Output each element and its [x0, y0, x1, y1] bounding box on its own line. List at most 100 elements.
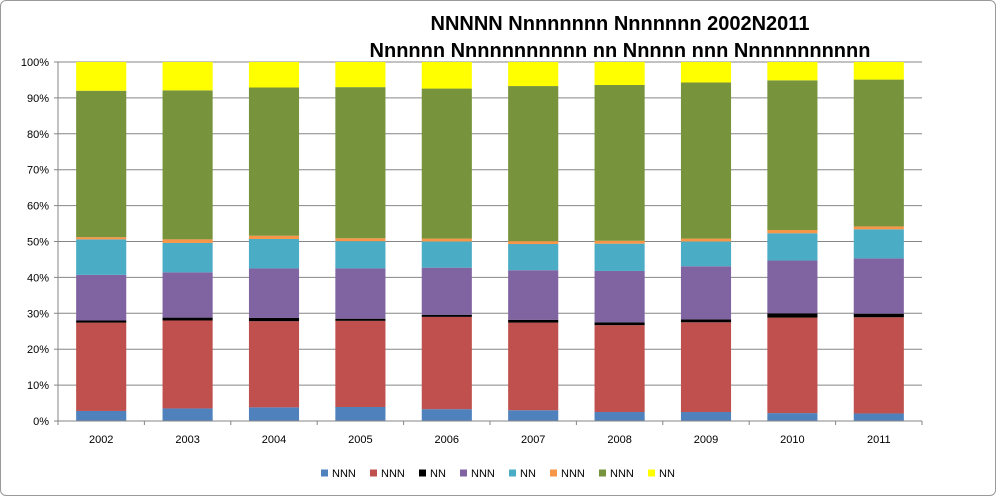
bar-segment [76, 320, 127, 323]
legend-label: NN [520, 468, 536, 480]
bar-segment [594, 270, 645, 323]
bar-segment [335, 238, 386, 242]
bar-segment [680, 238, 732, 242]
chart-title: NNNNN Nnnnnnnn Nnnnnnn 2002N2011 [431, 13, 810, 35]
bar-segment [248, 62, 300, 88]
legend-swatch [648, 469, 655, 477]
bar-segment [508, 319, 559, 323]
legend-swatch [599, 469, 606, 477]
bar-segment [335, 318, 386, 321]
bar-segment [508, 270, 559, 320]
bar-segment [76, 239, 127, 275]
bar-segment [767, 313, 818, 318]
bar-segment [162, 272, 213, 318]
bar-segment [767, 62, 818, 81]
bar-segment [76, 274, 127, 321]
legend-label: NN [659, 468, 675, 480]
legend-swatch [509, 469, 516, 477]
bar-segment [767, 80, 818, 231]
x-tick-label: 2008 [607, 434, 631, 446]
legend-label: NNN [471, 468, 495, 480]
bar-segment [421, 62, 472, 89]
bar-segment [767, 233, 818, 261]
bar-segment [853, 258, 904, 314]
bar-segment [248, 238, 300, 269]
bar-segment [162, 242, 213, 273]
bar-segment [594, 62, 645, 85]
bar-segment [594, 322, 645, 326]
x-tick-label: 2009 [694, 434, 718, 446]
bar-segment [162, 317, 213, 321]
x-tick-label: 2004 [262, 434, 286, 446]
axes: 0% 10% 20% 30% 40% 50% 60% 70% 80% 90% 100% 2002 200… [21, 57, 923, 446]
bar-segment [680, 266, 732, 320]
bar-segment [76, 237, 127, 240]
bar-segment [421, 241, 472, 268]
bar-segment [853, 313, 904, 318]
bar-segment [162, 90, 213, 240]
bar-segment [508, 62, 559, 87]
x-tick-label: 2010 [780, 434, 804, 446]
bar-segment [680, 241, 732, 267]
y-tick-label: 20% [27, 344, 49, 356]
bar-segment [680, 62, 732, 83]
y-tick-label: 40% [27, 272, 49, 284]
bar-segment [421, 409, 472, 421]
bar-segment [421, 267, 472, 315]
bar-segment [853, 317, 904, 414]
bar-segment [767, 230, 818, 234]
legend-label: NNN [561, 468, 585, 480]
bar-segment [767, 317, 818, 414]
bars [76, 62, 904, 421]
bar-segment [853, 229, 904, 259]
bar-segment [680, 82, 732, 239]
bar-segment [767, 413, 818, 421]
bar-segment [76, 62, 127, 91]
bar-segment [76, 322, 127, 411]
x-tick-label: 2007 [521, 434, 545, 446]
chart-subtitle: Nnnnnn Nnnnnnnnnnn nn Nnnnn nnn Nnnnnnnn… [370, 40, 871, 62]
y-tick-label: 50% [27, 237, 49, 249]
x-tick-label: 2006 [435, 434, 459, 446]
bar-segment [162, 239, 213, 243]
bar-segment [335, 62, 386, 88]
bar-segment [421, 314, 472, 317]
x-tick-label: 2003 [175, 434, 199, 446]
bar-segment [76, 90, 127, 238]
legend-swatch [550, 469, 557, 477]
bar-segment [853, 413, 904, 421]
bar-segment [767, 260, 818, 314]
y-tick-label: 10% [27, 380, 49, 392]
bar-segment [853, 79, 904, 227]
legend: NNN NNN NN NNN NN NNN NNN NN [321, 468, 675, 480]
legend-swatch [321, 469, 328, 477]
bar-segment [335, 87, 386, 239]
x-tick-label: 2011 [867, 434, 891, 446]
bar-segment [162, 320, 213, 409]
bar-segment [248, 407, 300, 421]
bar-segment [162, 62, 213, 91]
bar-segment [248, 235, 300, 239]
x-tick-label: 2005 [348, 434, 372, 446]
bar-segment [335, 320, 386, 407]
bar-segment [594, 325, 645, 413]
bar-segment [680, 412, 732, 421]
bar-segment [853, 226, 904, 230]
bar-segment [248, 321, 300, 408]
bar-segment [594, 412, 645, 421]
legend-swatch [460, 469, 467, 477]
bar-segment [335, 241, 386, 269]
bar-segment [421, 238, 472, 242]
y-tick-label: 80% [27, 129, 49, 141]
bar-segment [508, 86, 559, 242]
bar-segment [508, 244, 559, 271]
y-tick-label: 0% [33, 416, 49, 428]
bar-segment [508, 410, 559, 421]
y-tick-label: 70% [27, 165, 49, 177]
bar-segment [421, 88, 472, 239]
bar-segment [76, 410, 127, 421]
y-tick-label: 60% [27, 201, 49, 213]
bar-segment [594, 240, 645, 244]
y-tick-label: 90% [27, 93, 49, 105]
